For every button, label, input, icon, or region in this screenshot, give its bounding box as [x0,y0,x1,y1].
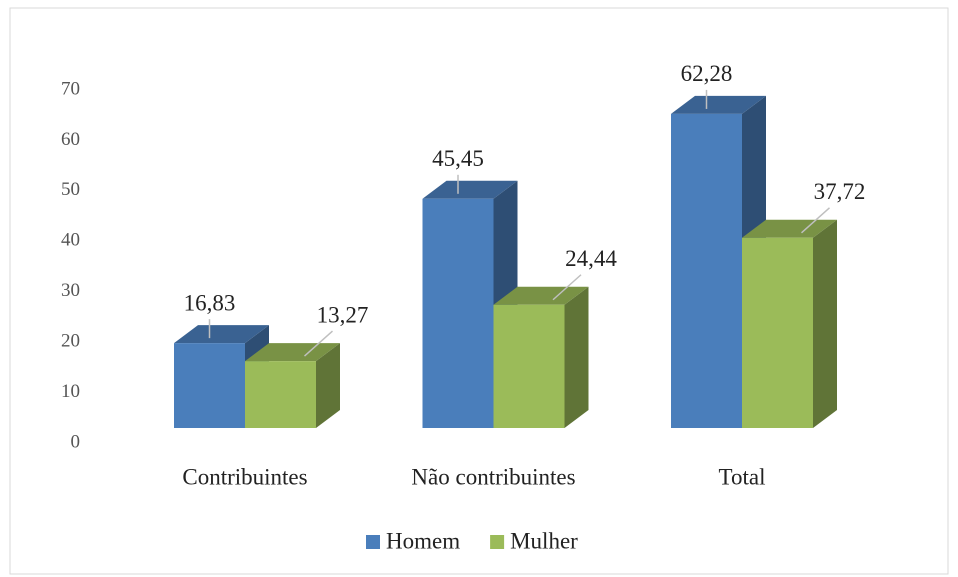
y-tick-label: 10 [61,381,80,402]
y-tick-label: 60 [61,129,80,150]
bar-face [564,286,589,428]
value-label: 24,44 [565,246,617,271]
legend-label: Homem [386,528,460,553]
x-tick-label: Não contribuintes [411,464,575,489]
bar [493,286,589,428]
x-tick-label: Contribuintes [182,464,307,489]
leader-line [801,207,830,234]
bar-face [245,343,340,362]
bar-face [671,113,742,429]
bar-face [422,198,494,428]
bar-face [813,219,837,428]
value-label: 45,45 [432,146,484,171]
legend-swatch [490,535,505,549]
bar-face [742,219,837,238]
y-tick-label: 40 [61,230,80,251]
y-tick-label: 50 [61,179,80,200]
bar [245,343,340,428]
leader-line [304,330,333,357]
bar-face [245,361,316,428]
legend-label: Mulher [510,528,578,553]
value-label: 13,27 [317,302,369,327]
bar-face [742,237,813,428]
bar-face [671,95,766,114]
bar-face [174,343,245,428]
leader-line [552,274,582,301]
bar-face [493,286,589,305]
y-tick-label: 70 [61,78,80,99]
bar-face [422,180,518,199]
y-tick-label: 30 [61,280,80,301]
y-tick-label: 20 [61,331,80,352]
bar-face [174,325,269,344]
bar [742,219,837,428]
bar-face [493,304,565,428]
value-label: 16,83 [184,290,236,315]
x-tick-label: Total [719,464,766,489]
legend-swatch [366,535,380,549]
value-label: 37,72 [814,179,866,204]
bar-face [316,343,340,428]
y-tick-label: 0 [71,431,81,452]
value-label: 62,28 [681,61,733,86]
